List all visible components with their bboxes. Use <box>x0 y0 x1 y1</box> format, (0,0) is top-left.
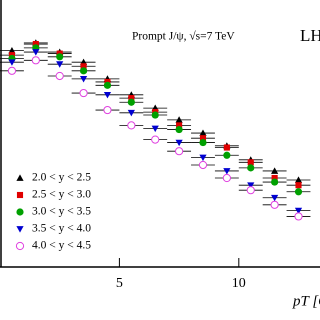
legend-label: 2.5 < y < 3.0 <box>32 189 91 201</box>
data-point <box>294 207 303 215</box>
data-point <box>246 186 255 195</box>
data-point <box>127 121 136 130</box>
data-point <box>199 154 207 162</box>
data-point <box>8 47 16 54</box>
data-point <box>294 212 303 221</box>
x-tick-label: 5 <box>116 276 123 291</box>
data-point <box>56 53 64 61</box>
legend-label: 2.0 < y < 2.5 <box>32 172 91 184</box>
data-point <box>270 200 279 209</box>
data-point <box>103 91 112 99</box>
data-point <box>79 88 88 98</box>
data-point <box>175 116 183 123</box>
data-point <box>271 167 279 174</box>
data-point <box>295 182 302 189</box>
data-point <box>222 173 231 183</box>
data-point <box>7 66 17 75</box>
data-point <box>80 63 87 70</box>
data-point <box>56 61 64 68</box>
data-point <box>175 139 183 147</box>
chart-title: Prompt J/ψ, √s=7 TeV <box>132 30 235 43</box>
data-point <box>199 138 207 147</box>
data-point <box>198 160 208 170</box>
data-point <box>271 194 279 202</box>
data-point <box>79 75 88 83</box>
experiment-label: LHCb <box>300 26 320 45</box>
legend-marker <box>15 241 25 251</box>
data-point <box>247 164 255 172</box>
data-point <box>294 188 303 196</box>
data-point <box>223 168 231 175</box>
data-point <box>199 129 207 136</box>
legend-label: 4.0 < y < 4.5 <box>32 240 91 252</box>
data-point <box>175 147 184 156</box>
data-point <box>8 59 16 66</box>
data-point <box>127 109 135 117</box>
data-point <box>223 151 231 159</box>
data-point <box>271 178 279 186</box>
data-point <box>151 125 159 133</box>
data-point <box>175 125 183 134</box>
data-point <box>103 81 112 89</box>
data-point <box>103 105 112 115</box>
legend-marker <box>16 174 24 181</box>
data-point <box>294 176 303 183</box>
data-point <box>151 135 160 144</box>
data-point <box>247 159 254 166</box>
data-point <box>32 49 40 56</box>
data-point <box>128 95 135 102</box>
data-point <box>31 56 40 65</box>
data-point <box>223 144 230 151</box>
data-point <box>199 135 207 142</box>
data-point <box>32 40 39 48</box>
data-point <box>55 71 64 81</box>
data-point <box>151 111 159 119</box>
x-axis-label: pT [GeV/c] <box>292 293 320 309</box>
legend-marker <box>16 208 24 216</box>
data-point <box>176 122 183 129</box>
legend-label: 3.0 < y < 3.5 <box>32 206 91 218</box>
data-point <box>79 67 88 75</box>
legend-marker <box>16 226 24 233</box>
data-point <box>247 182 255 189</box>
data-point <box>271 174 278 182</box>
data-point <box>127 98 135 106</box>
legend-marker <box>16 191 24 199</box>
x-tick-label: 10 <box>232 276 246 291</box>
legend-label: 3.5 < y < 4.0 <box>32 223 91 235</box>
